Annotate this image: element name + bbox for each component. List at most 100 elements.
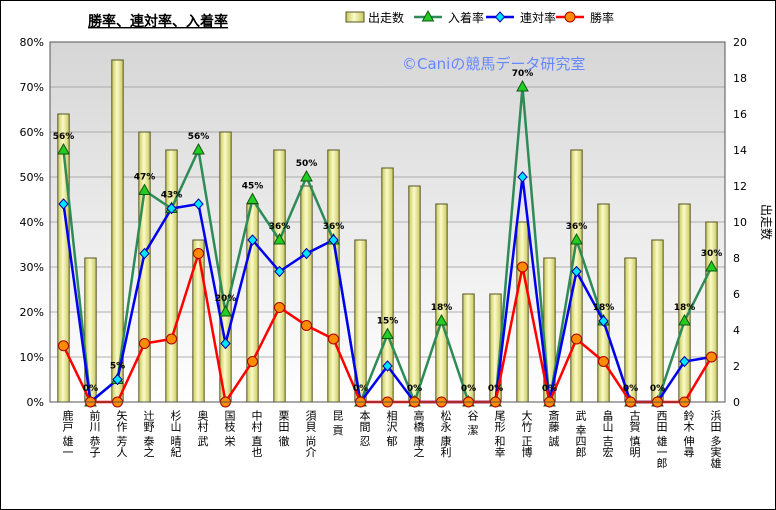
- left-tick-label: 20%: [20, 306, 44, 319]
- category-label: 鈴木 伸尋: [682, 409, 695, 458]
- legend-swatch-starts: [345, 11, 365, 23]
- win-rate-point: [58, 340, 69, 352]
- category-label: 武 幸四郎: [574, 410, 587, 458]
- quinella-rate-point: [382, 360, 393, 372]
- left-tick-label: 40%: [20, 216, 44, 229]
- category-label: 栗田 徹: [277, 410, 290, 447]
- place-rate-point: [57, 142, 70, 155]
- win-rate-point: [166, 333, 177, 345]
- quinella-rate-point: [679, 355, 690, 368]
- left-tick-label: 50%: [20, 171, 44, 184]
- place-rate-point: [678, 313, 691, 326]
- right-tick-label: 20: [733, 36, 747, 49]
- win-rate-point: [139, 338, 150, 349]
- right-tick-label: 2: [733, 360, 740, 373]
- win-rate-point: [706, 351, 717, 363]
- place-rate-point: [192, 142, 205, 155]
- legend-label: 入着率: [448, 10, 484, 25]
- right-tick-label: 14: [733, 144, 747, 157]
- quinella-rate-point: [139, 247, 150, 260]
- quinella-rate-point: [301, 247, 312, 260]
- left-tick-label: 70%: [20, 81, 44, 94]
- data-label: 50%: [296, 159, 318, 169]
- win-rate-point: [598, 356, 609, 367]
- data-label: 0%: [461, 384, 476, 394]
- bar-starts: [165, 149, 178, 403]
- data-label: 36%: [323, 222, 345, 232]
- data-label: 15%: [377, 317, 399, 327]
- bar-starts: [408, 185, 421, 403]
- category-label: 浜田 多実雄: [709, 410, 722, 469]
- category-label: 松永 康利: [439, 409, 452, 458]
- axes: 0% 10% 20% 30% 40% 50% 60% 70% 80% 0 2 4 6 8 10 12 14 16 1…: [20, 36, 747, 469]
- data-label: 0%: [353, 384, 368, 394]
- left-tick-label: 10%: [20, 351, 44, 364]
- category-label: 本間 忍: [358, 409, 371, 447]
- place-rate-point: [435, 313, 448, 326]
- data-label: 56%: [53, 132, 75, 142]
- quinella-rate-point: [112, 373, 123, 386]
- right-tick-label: 0: [733, 396, 740, 409]
- right-tick-label: 16: [733, 108, 747, 121]
- category-label: 大竹 正博: [520, 409, 533, 458]
- bar-starts: [246, 203, 259, 403]
- left-tick-label: 0%: [27, 396, 44, 409]
- place-rate-point: [219, 304, 232, 317]
- data-label: 18%: [674, 303, 696, 313]
- win-rate-point: [571, 333, 582, 345]
- quinella-rate-point: [598, 315, 609, 327]
- legend-label: 連対率: [520, 10, 556, 25]
- category-label: 矢作 芳人: [115, 409, 128, 458]
- left-tick-label: 30%: [20, 261, 44, 274]
- data-label: 0%: [407, 384, 422, 394]
- bar-starts: [624, 257, 637, 403]
- data-label: 43%: [161, 191, 183, 201]
- left-tick-label: 80%: [20, 36, 44, 49]
- win-rate-point: [193, 248, 204, 259]
- category-label: 西田 雄一郎: [655, 410, 668, 469]
- win-rate-point: [328, 333, 339, 345]
- win-rate-point: [247, 356, 258, 367]
- data-label: 18%: [593, 303, 615, 313]
- quinella-rate-point: [328, 234, 339, 246]
- quinella-rate-point: [220, 337, 231, 350]
- right-tick-label: 6: [733, 288, 740, 301]
- quinella-rate-point: [274, 265, 285, 278]
- category-label: 相沢 郁: [385, 410, 398, 447]
- data-labels: 56% 0% 5% 47% 43% 56% 20% 45% 36% 50% 36% 0% 15% 0% 18…: [53, 69, 723, 394]
- right-tick-label: 4: [733, 324, 740, 337]
- quinella-rate-point: [166, 202, 177, 215]
- right-tick-label: 12: [733, 180, 747, 193]
- category-label: 中村 直也: [250, 410, 263, 458]
- data-label: 0%: [650, 384, 665, 394]
- legend-marker-place-rate: [421, 9, 435, 22]
- category-label: 昆 貢: [331, 410, 344, 436]
- data-label: 18%: [431, 303, 453, 313]
- category-label: 奥村 武: [196, 409, 209, 447]
- left-tick-label: 60%: [20, 126, 44, 139]
- data-label: 45%: [242, 182, 264, 192]
- legend-label: 勝率: [590, 10, 614, 25]
- right-tick-label: 18: [733, 72, 747, 85]
- bar-starts: [651, 239, 664, 403]
- category-label: 高橋 康之: [412, 409, 425, 458]
- legend-label: 出走数: [368, 10, 404, 25]
- place-rate-point: [705, 259, 718, 272]
- category-label: 須貝 尚介: [304, 410, 317, 458]
- legend-marker-win-rate: [564, 11, 576, 23]
- plot-border: [49, 41, 726, 403]
- category-label: 鹿戸 雄一: [61, 409, 74, 458]
- win-rate-point: [301, 320, 312, 331]
- data-label: 5%: [110, 362, 125, 372]
- category-label: 杉山 晴紀: [169, 409, 182, 458]
- bar-starts: [219, 131, 232, 403]
- data-label: 0%: [488, 384, 503, 394]
- watermark: ©Caniの競馬データ研究室: [402, 55, 585, 73]
- place-rate-point: [138, 183, 151, 195]
- place-rate-point: [300, 169, 313, 182]
- right-tick-label: 10: [733, 216, 747, 229]
- category-label: 尾形 和幸: [493, 410, 506, 458]
- bar-starts: [300, 185, 313, 403]
- quinella-rate-point: [571, 265, 582, 278]
